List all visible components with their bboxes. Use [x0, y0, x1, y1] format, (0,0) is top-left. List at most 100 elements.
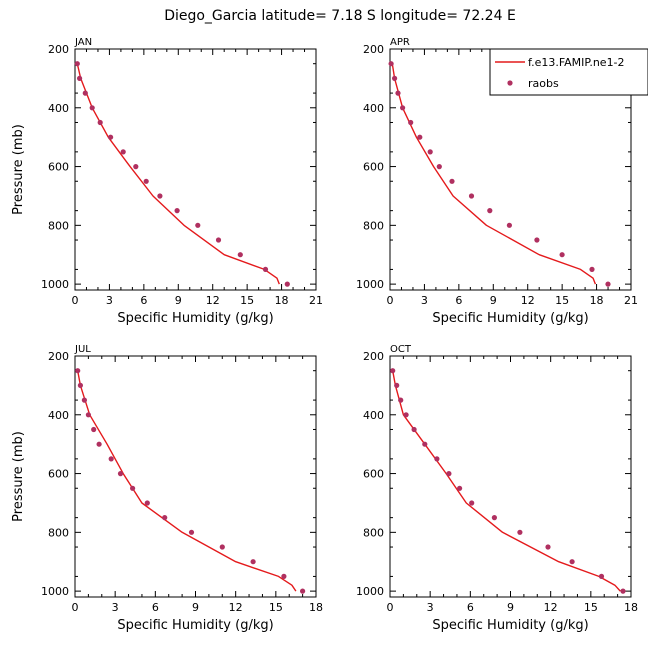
raobs-point	[300, 588, 306, 594]
raobs-point	[545, 544, 551, 550]
panel-jan: JAN 0 3 6 9 12 15 18 21 200 400 600 800 1000 Specific …	[11, 37, 323, 326]
raobs-point	[388, 61, 394, 67]
raobs-point	[82, 90, 88, 96]
raobs-point	[130, 485, 136, 491]
legend-obs-label: raobs	[528, 77, 559, 90]
x-tick-label: 15	[240, 294, 254, 307]
raobs-point	[89, 105, 95, 111]
legend-box	[489, 48, 648, 96]
x-tick-label: 18	[309, 601, 323, 614]
raobs-point	[188, 529, 195, 535]
x-tick-label: 6	[152, 601, 159, 614]
raobs-point	[77, 382, 83, 388]
y-tick-label: 800	[363, 219, 384, 232]
y-tick-label: 600	[363, 468, 384, 481]
raobs-point	[162, 515, 168, 521]
y-tick-label: 600	[48, 468, 69, 481]
raobs-point	[133, 164, 139, 170]
raobs-point	[91, 426, 97, 433]
figure-title: Diego_Garcia latitude= 7.18 S longitude=…	[164, 8, 516, 24]
raobs-point	[85, 412, 91, 418]
y-axis-label: Pressure (mb)	[11, 124, 26, 215]
x-tick-label: 3	[106, 294, 113, 307]
x-tick-label: 3	[421, 294, 428, 307]
x-tick-label: 0	[387, 294, 394, 307]
raobs-point	[411, 426, 417, 433]
raobs-point	[427, 149, 433, 155]
model-line	[391, 63, 597, 285]
raobs-point	[398, 397, 404, 403]
y-tick-label: 200	[363, 43, 384, 56]
x-tick-label: 0	[72, 294, 79, 307]
raobs-point	[468, 193, 475, 199]
x-tick-label: 21	[624, 294, 638, 307]
raobs-point	[394, 382, 400, 388]
panel-label: JUL	[74, 344, 91, 355]
raobs-point	[417, 134, 423, 140]
x-tick-label: 6	[140, 294, 147, 307]
raobs-point	[605, 281, 611, 287]
x-tick-label: 15	[555, 294, 569, 307]
raobs-point	[395, 90, 401, 96]
y-tick-label: 200	[48, 43, 69, 56]
x-axis-label: Specific Humidity (g/kg)	[432, 618, 588, 633]
raobs-point	[157, 193, 163, 199]
y-tick-label: 1000	[41, 278, 69, 291]
plot-frame	[74, 48, 317, 291]
raobs-point	[284, 281, 290, 287]
raobs-point	[422, 441, 428, 447]
raobs-point	[195, 222, 201, 228]
panel-label: OCT	[390, 344, 412, 355]
raobs-point	[75, 368, 81, 374]
x-tick-label: 21	[309, 294, 323, 307]
raobs-point	[457, 485, 463, 491]
y-tick-label: 800	[48, 526, 69, 539]
x-tick-label: 18	[275, 294, 289, 307]
x-axis-label: Specific Humidity (g/kg)	[117, 311, 273, 326]
raobs-point	[262, 266, 269, 272]
y-tick-label: 600	[48, 161, 69, 174]
x-tick-label: 9	[192, 601, 199, 614]
raobs-point	[400, 105, 406, 111]
raobs-point	[569, 559, 575, 565]
x-tick-label: 0	[387, 601, 394, 614]
x-tick-label: 12	[544, 601, 558, 614]
y-tick-label: 600	[363, 161, 384, 174]
x-tick-label: 6	[455, 294, 462, 307]
raobs-point	[174, 208, 180, 214]
raobs-point	[487, 208, 493, 214]
y-tick-label: 400	[48, 409, 69, 422]
x-tick-label: 12	[206, 294, 220, 307]
panel-apr: APR 0 3 6 9 12 15 18 21 200 400 600 800 1000 Specific …	[356, 37, 638, 326]
x-tick-label: 18	[624, 601, 638, 614]
y-tick-label: 1000	[356, 585, 384, 598]
x-tick-label: 6	[467, 601, 474, 614]
x-tick-label: 9	[175, 294, 182, 307]
y-tick-label: 200	[363, 350, 384, 363]
x-tick-label: 15	[269, 601, 283, 614]
y-tick-label: 400	[48, 102, 69, 115]
raobs-point	[390, 368, 396, 374]
plot-frame	[389, 355, 632, 598]
raobs-point	[219, 544, 225, 550]
raobs-point	[403, 412, 409, 418]
panel-jul: JUL 0 3 6 9 12 15 18 200 400 600 800 1000 Specific Hu…	[11, 344, 323, 633]
y-axis-label: Pressure (mb)	[11, 431, 26, 522]
raobs-point	[237, 252, 243, 258]
legend-model-label: f.e13.FAMIP.ne1-2	[528, 56, 625, 69]
raobs-point	[517, 529, 523, 535]
y-tick-label: 800	[363, 526, 384, 539]
raobs-point	[449, 178, 455, 184]
raobs-point	[108, 456, 114, 462]
x-axis-label: Specific Humidity (g/kg)	[432, 311, 588, 326]
x-tick-label: 18	[590, 294, 604, 307]
y-tick-label: 1000	[41, 585, 69, 598]
raobs-point	[434, 456, 440, 462]
y-tick-label: 1000	[356, 278, 384, 291]
plot-frame	[74, 355, 317, 598]
raobs-point	[120, 149, 126, 155]
x-tick-label: 12	[521, 294, 535, 307]
x-tick-label: 3	[112, 601, 119, 614]
model-line	[392, 370, 621, 592]
